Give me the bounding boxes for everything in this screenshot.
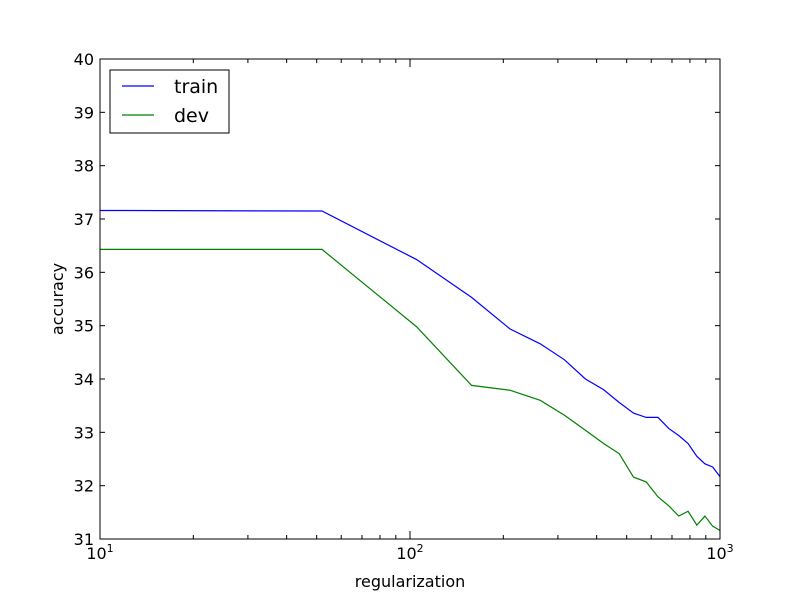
y-tick-label: 35 xyxy=(74,317,94,336)
y-tick-label: 40 xyxy=(74,50,94,69)
series-line-train xyxy=(99,209,721,477)
y-tick-label: 36 xyxy=(74,263,94,282)
y-tick-label: 37 xyxy=(74,210,94,229)
x-tick-label-base: 10 xyxy=(396,544,416,563)
plot-frame xyxy=(99,58,721,540)
y-tick-label: 32 xyxy=(74,477,94,496)
x-tick-label: 102 xyxy=(396,542,423,563)
x-axis-label: regularization xyxy=(355,572,466,591)
x-tick-label: 101 xyxy=(86,542,113,563)
series-line-dev xyxy=(100,248,721,531)
x-tick-label-exponent: 1 xyxy=(107,542,114,555)
legend-label-train: train xyxy=(174,76,218,98)
y-axis-label: accuracy xyxy=(48,263,67,335)
series-layer xyxy=(99,209,721,531)
y-tick-label: 34 xyxy=(74,370,94,389)
x-tick-label: 103 xyxy=(706,542,733,563)
x-tick-label-exponent: 3 xyxy=(727,542,734,555)
legend-label-dev: dev xyxy=(174,105,209,127)
plot-background xyxy=(100,59,720,539)
y-tick-label: 31 xyxy=(74,530,94,549)
legend-frame xyxy=(109,69,230,134)
legend: train dev xyxy=(109,69,230,134)
y-tick-label: 33 xyxy=(74,423,94,442)
x-tick-label-base: 10 xyxy=(86,544,106,563)
x-tick-label-exponent: 2 xyxy=(417,542,424,555)
y-tick-label: 39 xyxy=(74,103,94,122)
y-tick-label: 38 xyxy=(74,157,94,176)
x-tick-label-base: 10 xyxy=(706,544,726,563)
